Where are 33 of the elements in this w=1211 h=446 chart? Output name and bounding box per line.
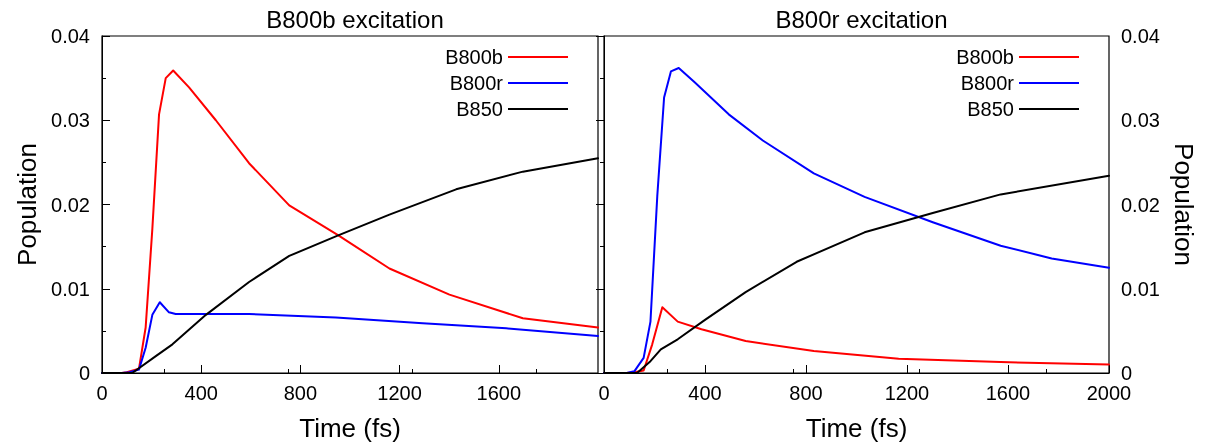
y-axis-title: Population: [12, 143, 42, 266]
x-tick-label: 2000: [1086, 382, 1132, 404]
y-tick-label: 0.03: [51, 109, 90, 132]
x-tick-label: 1600: [476, 382, 522, 404]
legend-label: B800b: [956, 46, 1014, 68]
x-tick-label: 0: [598, 382, 610, 404]
x-tick-label: 0: [96, 382, 108, 404]
y-tick-label: 0.04: [51, 25, 90, 47]
y-axis-title: Population: [1169, 143, 1199, 266]
x-tick-label: 400: [688, 382, 722, 404]
x-tick-label: 400: [184, 382, 218, 404]
y-tick-label: 0.03: [1121, 109, 1160, 132]
legend-label: B800r: [960, 72, 1015, 94]
y-tick-label: 0: [1121, 362, 1133, 384]
y-tick-label: 0.02: [1121, 193, 1160, 216]
legend-label: B800r: [449, 72, 504, 94]
legend-label: B850: [967, 98, 1014, 120]
x-tick-label: 1200: [884, 382, 930, 404]
chart-title: B800r excitation: [775, 5, 948, 33]
x-tick-label: 1600: [985, 382, 1031, 404]
y-tick-label: 0: [78, 362, 90, 384]
y-tick-label: 0.01: [51, 277, 90, 300]
y-tick-label: 0.02: [51, 193, 90, 216]
chart-title: B800b excitation: [266, 5, 444, 33]
legend-label: B850: [456, 98, 503, 120]
x-tick-label: 1200: [377, 382, 422, 404]
legend-label: B800b: [445, 46, 503, 68]
x-axis-title: Time (fs): [299, 413, 401, 443]
x-axis-title: Time (fs): [805, 413, 908, 443]
y-tick-label: 0.04: [1121, 25, 1160, 47]
x-tick-label: 800: [283, 382, 318, 404]
x-tick-label: 800: [789, 382, 823, 404]
y-tick-label: 0.01: [1121, 277, 1160, 300]
